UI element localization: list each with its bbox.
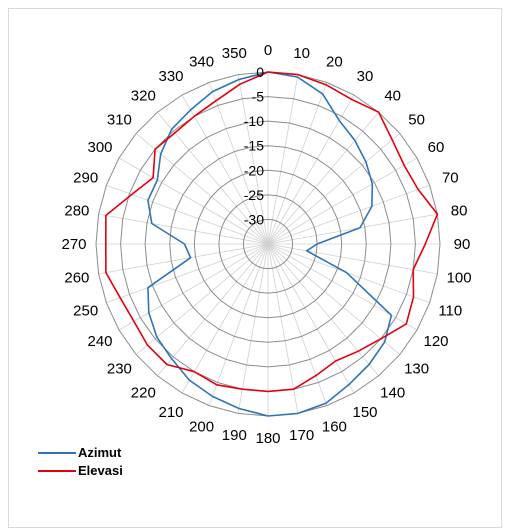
- grid-ring: [169, 145, 367, 343]
- legend-label: Elevasi: [78, 463, 123, 478]
- radial-tick-label: 0: [256, 64, 264, 80]
- grid-spoke: [106, 243, 269, 304]
- legend-label: Azimut: [78, 445, 122, 460]
- angle-label: 300: [87, 139, 112, 156]
- grid-ring: [218, 194, 318, 294]
- angle-label: 230: [107, 361, 132, 378]
- angle-label: 310: [107, 111, 132, 128]
- grid-ring: [242, 218, 294, 270]
- angle-label: 120: [423, 333, 448, 350]
- grid-spoke: [135, 133, 269, 245]
- angle-label: 350: [222, 45, 247, 62]
- grid-spoke: [135, 243, 269, 355]
- angle-label: 160: [322, 418, 347, 435]
- grid-spoke: [267, 111, 379, 245]
- radial-tick-label: -20: [244, 162, 264, 178]
- grid-spoke: [267, 243, 438, 275]
- angle-label: 190: [222, 427, 247, 444]
- angle-label: 30: [357, 68, 374, 85]
- angle-label: 40: [384, 87, 401, 104]
- angle-label: 140: [380, 385, 405, 402]
- series-line-elevasi: [105, 71, 439, 393]
- radar-grid: [95, 71, 441, 417]
- grid-spoke: [267, 243, 355, 394]
- angle-label: 130: [404, 361, 429, 378]
- grid-spoke: [267, 243, 379, 377]
- grid-spoke: [106, 184, 269, 245]
- grid-spoke: [267, 82, 328, 245]
- grid-spoke: [237, 243, 269, 414]
- grid-spoke: [118, 243, 269, 331]
- grid-spoke: [98, 243, 269, 275]
- grid-spoke: [157, 243, 269, 377]
- angle-label: 320: [131, 87, 156, 104]
- angle-label: 200: [189, 418, 214, 435]
- angle-label: 340: [189, 54, 214, 71]
- radial-tick-label: -25: [244, 187, 264, 203]
- grid-spoke: [181, 94, 269, 245]
- angle-label: 70: [442, 170, 459, 187]
- grid-spoke: [267, 243, 401, 355]
- angle-label: 180: [255, 430, 280, 447]
- angle-label: 170: [289, 427, 314, 444]
- series-layer: [105, 71, 439, 417]
- angle-label: 10: [293, 45, 310, 62]
- angle-label: 220: [131, 385, 156, 402]
- angle-label: 20: [326, 54, 343, 71]
- grid-spoke: [267, 243, 418, 331]
- angle-label: 330: [158, 68, 183, 85]
- grid-ring: [144, 120, 392, 368]
- angle-label: 80: [451, 202, 468, 219]
- angle-label: 0: [264, 42, 272, 59]
- grid-spoke: [267, 243, 328, 406]
- grid-spoke: [208, 82, 269, 245]
- grid-spoke: [237, 74, 269, 245]
- angle-label: 60: [428, 139, 445, 156]
- angle-label: 110: [438, 302, 462, 319]
- grid-spoke: [267, 74, 299, 245]
- angle-label: 100: [447, 270, 472, 287]
- angle-label: 90: [454, 236, 471, 253]
- radial-tick-label: -10: [244, 113, 264, 129]
- grid-spoke: [181, 243, 269, 394]
- angle-label: 260: [64, 270, 89, 287]
- angle-label: 150: [352, 404, 377, 421]
- grid-spoke: [267, 213, 438, 245]
- angle-label: 250: [73, 302, 98, 319]
- grid-spoke: [157, 111, 269, 245]
- grid-ring: [193, 169, 343, 319]
- grid-spoke: [267, 133, 401, 245]
- grid-spoke: [267, 243, 430, 304]
- grid-spoke: [267, 157, 418, 245]
- grid-spoke: [267, 243, 299, 414]
- grid-spoke: [118, 157, 269, 245]
- angle-label: 50: [408, 111, 425, 128]
- angle-label: 280: [64, 202, 89, 219]
- grid-spoke: [98, 213, 269, 245]
- angle-label: 210: [158, 404, 183, 421]
- angle-label: 290: [73, 170, 98, 187]
- legend: Azimut Elevasi: [38, 445, 123, 478]
- series-line-azimut: [147, 71, 393, 417]
- radial-tick-label: -15: [244, 138, 264, 154]
- grid-spoke: [208, 243, 269, 406]
- angle-label: 270: [61, 236, 86, 253]
- radial-tick-label: -5: [252, 89, 265, 105]
- radial-tick-label: -30: [244, 211, 264, 227]
- angle-label: 240: [87, 333, 112, 350]
- grid-spoke: [267, 184, 430, 245]
